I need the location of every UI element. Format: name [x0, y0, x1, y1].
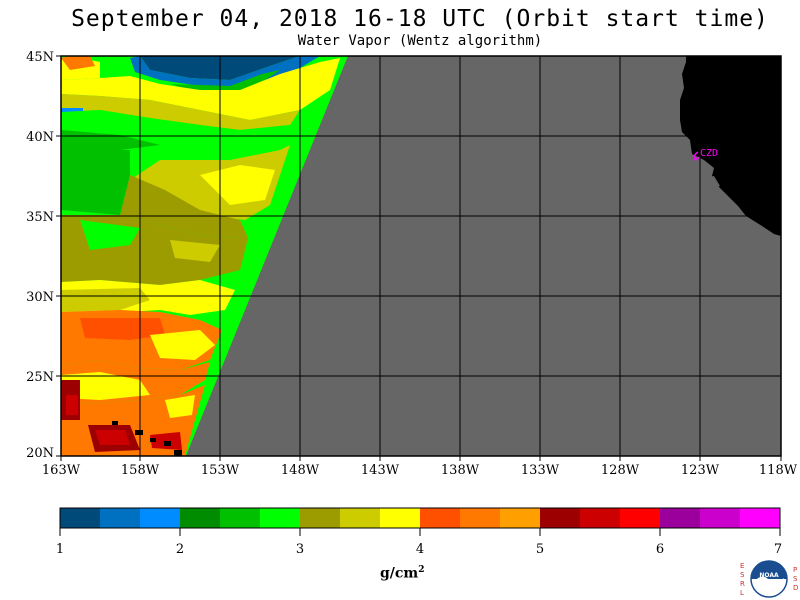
longitude-labels: 163W 158W 153W 148W 143W 138W 133W 128W … — [42, 463, 798, 478]
colorbar-swatch — [500, 508, 541, 528]
island — [112, 421, 118, 425]
logo-letter: S — [740, 571, 745, 579]
lat-label: 35N — [26, 210, 54, 225]
noaa-esrl-psd-logo: E S R L P S D NOAA — [740, 560, 798, 598]
colorbar-swatch — [420, 508, 461, 528]
latitude-labels: 45N 40N 35N 30N 25N 20N — [26, 50, 54, 461]
island — [150, 438, 156, 442]
colorbar-swatch — [60, 508, 101, 528]
logo-letter: P — [793, 566, 797, 574]
lon-label: 163W — [42, 463, 81, 478]
satellite-swath-field — [61, 56, 781, 456]
north-america-land — [680, 56, 781, 236]
colorbar-labels: 1 2 3 4 5 6 7 — [56, 542, 782, 557]
island — [174, 450, 182, 456]
colorbar-swatch — [300, 508, 341, 528]
lat-label: 45N — [26, 50, 54, 65]
station-marker: CZD — [693, 148, 718, 162]
logo-letter: S — [793, 575, 798, 583]
bay — [702, 176, 720, 190]
colorbar-swatch — [660, 508, 701, 528]
colorbar-swatch — [460, 508, 501, 528]
map-frame — [60, 55, 782, 457]
colorbar-swatch — [220, 508, 261, 528]
colorbar-swatch — [540, 508, 581, 528]
logo-letter: L — [740, 589, 744, 597]
colorbar-unit: g/cm2 — [380, 565, 425, 582]
colorbar-label: 6 — [656, 542, 664, 557]
lon-label: 148W — [281, 463, 320, 478]
colorbar-swatch — [100, 508, 141, 528]
lat-label: 40N — [26, 130, 54, 145]
colorbar-swatch — [380, 508, 421, 528]
island — [135, 430, 143, 435]
logo-letter: R — [740, 580, 745, 588]
station-label: CZD — [700, 148, 718, 159]
logo-letter: E — [740, 562, 744, 570]
lat-label: 30N — [26, 290, 54, 305]
map-subtitle: Water Vapor (Wentz algorithm) — [297, 33, 543, 49]
colorbar-swatch — [140, 508, 181, 528]
colorbar-label: 7 — [774, 542, 782, 557]
lon-label: 118W — [759, 463, 798, 478]
colorbar-swatch — [740, 508, 781, 528]
lon-label: 138W — [441, 463, 480, 478]
lat-label: 25N — [26, 370, 54, 385]
lon-label: 158W — [121, 463, 160, 478]
lon-label: 128W — [601, 463, 640, 478]
colorbar-swatch — [180, 508, 221, 528]
colorbar-swatch — [580, 508, 621, 528]
svg-text:NOAA: NOAA — [759, 572, 779, 579]
colorbar-swatch — [620, 508, 661, 528]
colorbar-label: 3 — [296, 542, 304, 557]
map-title: September 04, 2018 16-18 UTC (Orbit star… — [71, 6, 769, 32]
lon-label: 153W — [201, 463, 240, 478]
logo-letter: D — [793, 584, 798, 592]
lon-label: 123W — [681, 463, 720, 478]
colorbar-swatch — [700, 508, 741, 528]
colorbar-label: 1 — [56, 542, 64, 557]
colorbar-swatch — [340, 508, 381, 528]
colorbar-label: 4 — [416, 542, 424, 557]
colorbar-ticks — [59, 528, 781, 536]
colorbar-swatch — [260, 508, 301, 528]
lat-label: 20N — [26, 446, 54, 461]
lon-label: 133W — [521, 463, 560, 478]
lon-label: 143W — [361, 463, 400, 478]
colorbar-label: 5 — [536, 542, 544, 557]
colorbar — [60, 508, 781, 528]
island — [164, 441, 171, 446]
lat-lon-grid — [61, 56, 781, 456]
colorbar-label: 2 — [176, 542, 184, 557]
